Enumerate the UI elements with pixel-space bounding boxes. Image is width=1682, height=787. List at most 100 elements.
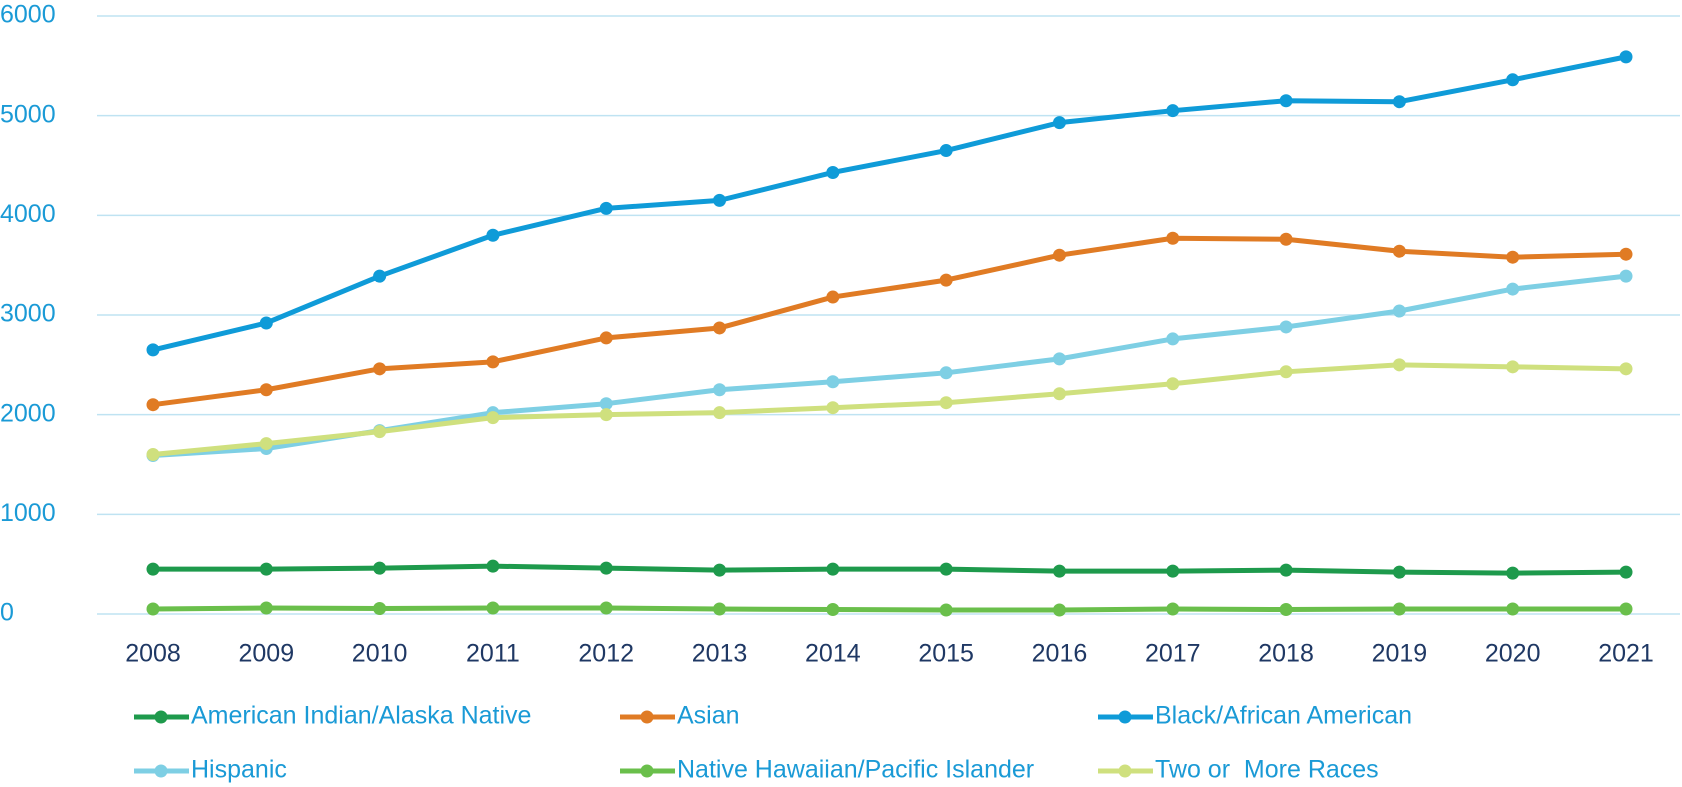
data-point	[1619, 269, 1633, 283]
legend-label: Two or More Races	[1155, 756, 1379, 784]
data-point	[1392, 565, 1406, 579]
data-point	[1392, 304, 1406, 318]
data-point	[146, 343, 160, 357]
data-point	[1052, 248, 1066, 262]
x-tick-label: 2010	[352, 640, 408, 668]
x-tick-label: 2019	[1372, 640, 1428, 668]
data-point	[599, 201, 613, 215]
data-point	[486, 228, 500, 242]
data-point	[1279, 563, 1293, 577]
legend-marker	[1118, 764, 1132, 778]
y-tick-label: 3000	[0, 300, 56, 328]
series-line	[152, 235, 1627, 408]
data-point	[1506, 282, 1520, 296]
data-point	[1506, 73, 1520, 87]
data-point	[939, 396, 953, 410]
legend-label: American Indian/Alaska Native	[191, 702, 531, 730]
data-point	[939, 273, 953, 287]
data-point	[1166, 104, 1180, 118]
data-point	[599, 408, 613, 422]
data-point	[1392, 95, 1406, 109]
y-tick-label: 5000	[0, 100, 56, 128]
data-point	[1279, 232, 1293, 246]
x-tick-label: 2018	[1258, 640, 1314, 668]
data-point	[826, 401, 840, 415]
legend-marker	[640, 764, 654, 778]
data-point	[1166, 602, 1180, 616]
data-point	[939, 562, 953, 576]
data-point	[826, 375, 840, 389]
x-tick-label: 2009	[238, 640, 294, 668]
x-tick-label: 2013	[692, 640, 748, 668]
x-tick-label: 2017	[1145, 640, 1201, 668]
data-point	[1052, 116, 1066, 130]
data-point	[486, 601, 500, 615]
data-point	[259, 437, 273, 451]
series-line	[152, 54, 1627, 353]
y-tick-label: 2000	[0, 399, 56, 427]
data-point	[713, 563, 727, 577]
y-tick-label: 0	[0, 599, 14, 627]
data-point	[486, 355, 500, 369]
data-point	[146, 602, 160, 616]
data-point	[146, 448, 160, 462]
x-tick-label: 2011	[466, 640, 520, 668]
data-point	[939, 366, 953, 380]
data-point	[713, 193, 727, 207]
data-point	[939, 603, 953, 617]
data-point	[1279, 320, 1293, 334]
data-point	[1506, 566, 1520, 580]
legend-label: Native Hawaiian/Pacific Islander	[677, 756, 1034, 784]
data-point	[1392, 244, 1406, 258]
data-point	[1166, 231, 1180, 245]
data-point	[1052, 603, 1066, 617]
data-point	[1166, 564, 1180, 578]
data-point	[1506, 602, 1520, 616]
series-line	[152, 362, 1627, 458]
series-line	[153, 563, 1627, 576]
data-point	[259, 562, 273, 576]
data-point	[1619, 247, 1633, 261]
data-point	[373, 362, 387, 376]
legend-marker	[154, 764, 168, 778]
y-tick-label: 4000	[0, 200, 56, 228]
data-point	[1166, 332, 1180, 346]
data-point	[1506, 250, 1520, 264]
y-tick-label: 1000	[0, 499, 56, 527]
data-point	[373, 269, 387, 283]
legend-marker	[154, 710, 168, 724]
data-point	[826, 562, 840, 576]
x-tick-label: 2014	[805, 640, 861, 668]
data-point	[1279, 603, 1293, 617]
data-point	[259, 601, 273, 615]
x-tick-label: 2020	[1485, 640, 1541, 668]
data-point	[1506, 360, 1520, 374]
data-point	[599, 601, 613, 615]
data-point	[486, 559, 500, 573]
data-point	[373, 425, 387, 439]
legend-marker	[1118, 710, 1132, 724]
data-point	[713, 406, 727, 420]
data-point	[1619, 362, 1633, 376]
data-point	[1619, 602, 1633, 616]
data-point	[1392, 358, 1406, 372]
data-point	[1052, 352, 1066, 366]
x-tick-label: 2015	[918, 640, 974, 668]
legend-label: Asian	[677, 702, 740, 730]
y-tick-label: 6000	[0, 1, 56, 29]
data-point	[259, 316, 273, 330]
legend-label: Black/African American	[1155, 702, 1412, 730]
data-point	[713, 383, 727, 397]
data-point	[1619, 50, 1633, 64]
data-point	[259, 383, 273, 397]
legend-label: Hispanic	[191, 756, 287, 784]
x-tick-label: 2021	[1598, 640, 1654, 668]
data-point	[1279, 94, 1293, 108]
data-point	[373, 602, 387, 616]
data-point	[373, 561, 387, 575]
data-point	[1619, 565, 1633, 579]
data-point	[826, 290, 840, 304]
data-point	[1392, 602, 1406, 616]
x-tick-label: 2008	[125, 640, 181, 668]
